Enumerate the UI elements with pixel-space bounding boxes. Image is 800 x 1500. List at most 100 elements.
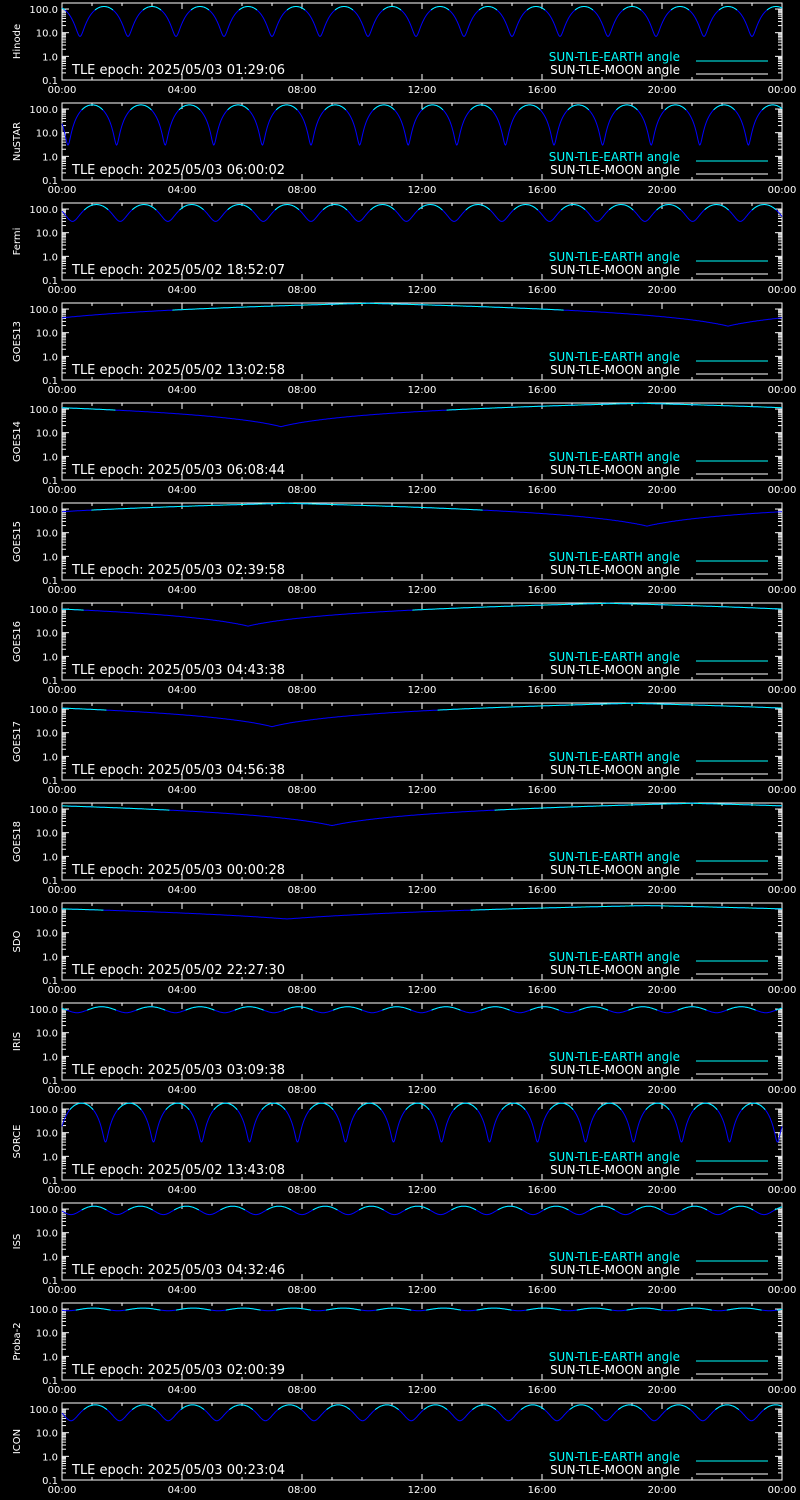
y-tick-label: 10.0 [36, 129, 58, 140]
sun-earth-angle-line-high [382, 6, 402, 11]
sun-earth-angle-line-high [645, 1102, 670, 1111]
sun-earth-angle-line-high [325, 1307, 361, 1311]
sun-earth-angle-line-high [465, 204, 491, 211]
sun-earth-angle-line-high [728, 1205, 754, 1211]
x-tick-label: 20:00 [648, 785, 677, 796]
chart-panel-goes17: 0.1 1.0 10.0 100.0 00:00 04:00 08:00 12:00 16:00… [12, 702, 796, 796]
chart-panel-iris: 0.1 1.0 10.0 100.0 00:00 04:00 08:00 12:00 16:00… [12, 1002, 796, 1096]
legend-earth-label: SUN-TLE-EARTH angle [549, 250, 680, 264]
y-tick-label: 10.0 [36, 1329, 58, 1340]
sun-earth-angle-line-high [117, 1102, 142, 1111]
x-tick-label: 12:00 [408, 585, 437, 596]
satellite-label: GOES16 [12, 621, 23, 662]
x-tick-label: 20:00 [648, 1485, 677, 1496]
y-tick-label: 100.0 [29, 505, 58, 516]
sun-earth-angle-line-high [501, 1102, 526, 1111]
satellite-label: GOES17 [12, 721, 23, 762]
legend-moon-label: SUN-TLE-MOON angle [550, 963, 680, 977]
sun-earth-angle-line-high [470, 104, 492, 111]
y-tick-label: 10.0 [36, 529, 58, 540]
satellite-label: SDO [12, 930, 23, 952]
tle-epoch: TLE epoch: 2025/05/03 04:32:46 [71, 1263, 285, 1278]
chart-panel-icon: 0.1 1.0 10.0 100.0 00:00 04:00 08:00 12:00 16:00… [12, 1402, 796, 1496]
x-tick-label: 16:00 [528, 85, 557, 96]
legend-earth-label: SUN-TLE-EARTH angle [549, 350, 680, 364]
sun-earth-angle-line-high [127, 1205, 153, 1211]
x-tick-label: 04:00 [168, 85, 197, 96]
x-tick-label: 16:00 [528, 985, 557, 996]
legend-earth-label: SUN-TLE-EARTH angle [549, 750, 680, 764]
chart-panel-sdo: 0.1 1.0 10.0 100.0 00:00 04:00 08:00 12:00 16:00… [12, 902, 797, 996]
y-tick-label: 1.0 [42, 1352, 58, 1363]
x-tick-label: 12:00 [408, 1085, 437, 1096]
sun-earth-angle-line-high [185, 1006, 215, 1011]
sun-earth-angle-line-high [62, 707, 107, 711]
x-tick-label: 12:00 [408, 1485, 437, 1496]
x-tick-label: 16:00 [528, 185, 557, 196]
x-tick-label: 04:00 [168, 1185, 197, 1196]
sun-earth-angle-line-high [576, 1307, 612, 1311]
sun-earth-angle-line-high [549, 1102, 574, 1111]
y-tick-label: 0.1 [42, 476, 58, 487]
y-tick-label: 1.0 [42, 452, 58, 463]
sun-earth-angle-line-high [333, 1006, 363, 1011]
chart-panel-fermi: 0.1 1.0 10.0 100.0 00:00 04:00 08:00 12:00 16:00… [12, 202, 796, 296]
x-tick-label: 00:00 [768, 1385, 797, 1396]
sun-earth-angle-line-high [131, 204, 157, 211]
sun-earth-angle-line-high [229, 1404, 254, 1410]
sun-earth-angle-line-high [777, 1308, 783, 1311]
x-tick-label: 12:00 [408, 185, 437, 196]
x-tick-label: 16:00 [528, 1385, 557, 1396]
x-tick-label: 00:00 [768, 985, 797, 996]
x-tick-label: 00:00 [48, 585, 77, 596]
legend-moon-label: SUN-TLE-MOON angle [550, 1063, 680, 1077]
y-tick-label: 100.0 [29, 205, 58, 216]
sun-earth-angle-line-high [87, 1006, 117, 1011]
x-tick-label: 20:00 [648, 985, 677, 996]
x-tick-label: 04:00 [168, 585, 197, 596]
sun-earth-angle-line [61, 6, 783, 37]
sun-earth-angle-line-high [75, 1307, 111, 1311]
x-tick-label: 08:00 [288, 785, 317, 796]
sun-earth-angle-line-high [574, 6, 594, 11]
tle-epoch: TLE epoch: 2025/05/03 03:09:38 [71, 1063, 285, 1078]
y-tick-label: 1.0 [42, 252, 58, 263]
sun-earth-angle-line-high [761, 104, 783, 111]
x-tick-label: 04:00 [168, 1485, 197, 1496]
sun-earth-angle-line-high [437, 702, 782, 711]
x-tick-label: 00:00 [768, 1185, 797, 1196]
legend-earth-label: SUN-TLE-EARTH angle [549, 1350, 680, 1364]
sun-earth-angle-line-high [91, 502, 483, 511]
sun-earth-angle-line-high [775, 1007, 783, 1011]
legend-moon-label: SUN-TLE-MOON angle [550, 1463, 680, 1477]
sun-earth-angle-line-high [453, 1102, 478, 1111]
x-tick-label: 20:00 [648, 485, 677, 496]
y-tick-label: 100.0 [29, 705, 58, 716]
y-tick-label: 10.0 [36, 629, 58, 640]
sun-earth-angle-line-high [693, 1102, 718, 1111]
sun-earth-angle-line-high [404, 1205, 431, 1211]
x-tick-label: 12:00 [408, 785, 437, 796]
tle-epoch: TLE epoch: 2025/05/02 13:43:08 [71, 1163, 285, 1178]
sun-earth-angle-line-high [175, 1307, 211, 1311]
legend-earth-label: SUN-TLE-EARTH angle [549, 50, 680, 64]
tle-epoch: TLE epoch: 2025/05/03 00:23:04 [71, 1463, 285, 1478]
y-tick-label: 1.0 [42, 1452, 58, 1463]
legend-earth-label: SUN-TLE-EARTH angle [549, 150, 680, 164]
x-tick-label: 00:00 [768, 1285, 797, 1296]
y-tick-label: 1.0 [42, 852, 58, 863]
x-tick-label: 12:00 [408, 1185, 437, 1196]
sun-earth-angle-line-high [608, 204, 634, 211]
satellite-label: IRIS [12, 1032, 23, 1051]
x-tick-label: 20:00 [648, 1185, 677, 1196]
legend-moon-label: SUN-TLE-MOON angle [550, 263, 680, 277]
y-tick-label: 10.0 [36, 1429, 58, 1440]
chart-panel-nustar: 0.1 1.0 10.0 100.0 00:00 04:00 08:00 12:00 16:00… [12, 102, 796, 196]
sun-earth-angle-line-high [472, 1404, 497, 1410]
x-tick-label: 08:00 [288, 385, 317, 396]
sun-earth-angle-line-high [81, 1205, 107, 1211]
sun-earth-angle-line-high [358, 1205, 384, 1211]
sun-earth-angle-line-high [726, 1006, 756, 1011]
x-tick-label: 00:00 [768, 685, 797, 696]
x-tick-label: 20:00 [648, 1385, 677, 1396]
